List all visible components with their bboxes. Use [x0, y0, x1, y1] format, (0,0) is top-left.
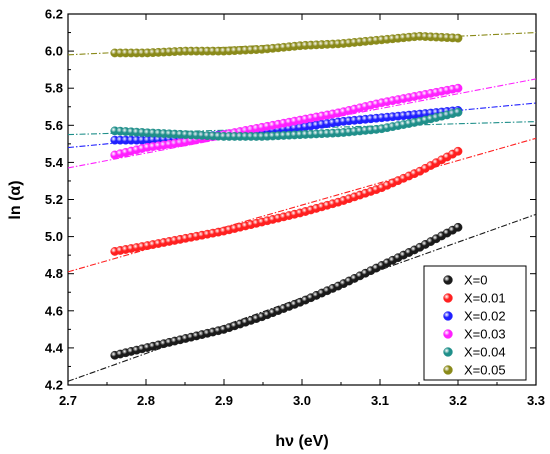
legend-marker	[443, 329, 453, 339]
legend: X=0 X=0.01 X=0.02 X=0.03 X=0.04 X=0.05	[423, 265, 527, 381]
y-tick-label: 4.2	[45, 378, 63, 393]
legend-box	[423, 265, 527, 381]
y-tick-label: 5.4	[45, 155, 64, 170]
x-tick-label: 3.2	[449, 393, 467, 408]
legend-label: X=0	[464, 273, 488, 288]
axis-ticks: 2.7 2.8 2.9 3.0 3.1 3.2 3.3 4.2 4.4 4.6 4.8 5.0 5.2 5…	[45, 7, 545, 409]
x-tick-label: 2.9	[215, 393, 233, 408]
legend-label: X=0.02	[464, 309, 506, 324]
y-tick-label: 5.0	[45, 229, 63, 244]
legend-marker	[443, 311, 453, 321]
y-axis-title: ln (α)	[7, 180, 24, 219]
y-tick-label: 4.8	[45, 266, 63, 281]
y-tick-label: 6.2	[45, 7, 63, 22]
data-point	[453, 83, 463, 93]
legend-marker	[443, 293, 453, 303]
y-tick-label: 4.6	[45, 303, 63, 318]
legend-label: X=0.01	[464, 291, 506, 306]
legend-marker	[443, 365, 453, 375]
x-axis-title: hν (eV)	[275, 433, 328, 450]
x-tick-label: 3.0	[293, 393, 311, 408]
x-tick-label: 2.8	[137, 393, 155, 408]
legend-label: X=0.03	[464, 327, 506, 342]
data-points	[110, 31, 463, 360]
y-tick-label: 4.4	[45, 340, 64, 355]
data-point	[453, 222, 463, 232]
legend-label: X=0.05	[464, 363, 506, 378]
y-tick-label: 5.8	[45, 81, 63, 96]
data-point	[453, 107, 463, 117]
legend-label: X=0.04	[464, 345, 506, 360]
y-tick-label: 6.0	[45, 44, 63, 59]
x-tick-label: 3.3	[527, 393, 545, 408]
y-tick-label: 5.2	[45, 192, 63, 207]
legend-marker	[443, 347, 453, 357]
x-tick-label: 2.7	[59, 393, 77, 408]
y-tick-label: 5.6	[45, 118, 63, 133]
data-point	[453, 33, 463, 43]
legend-marker	[443, 275, 453, 285]
data-point	[453, 146, 463, 156]
fit-line	[67, 137, 537, 273]
fit-line	[67, 213, 537, 382]
x-tick-label: 3.1	[371, 393, 389, 408]
